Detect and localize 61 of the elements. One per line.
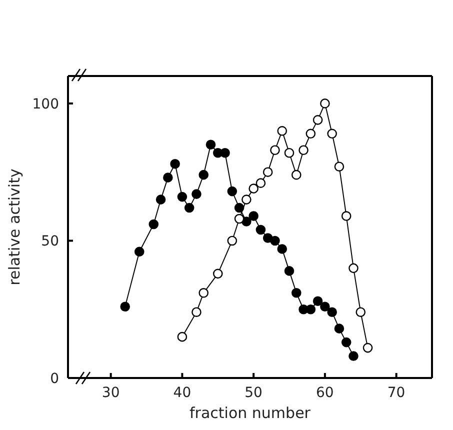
point (327, 128, 337, 139)
point (134, 246, 144, 257)
point (334, 162, 344, 172)
point (270, 145, 280, 156)
point (242, 194, 252, 204)
point (170, 158, 180, 169)
point (298, 145, 308, 156)
point (198, 170, 209, 180)
point (192, 189, 202, 199)
point (148, 219, 159, 230)
point (184, 202, 194, 213)
point (327, 307, 337, 318)
point (284, 266, 294, 276)
y-tick-label: 100 (32, 96, 59, 112)
point (156, 194, 166, 204)
point (177, 332, 188, 342)
point (220, 148, 230, 158)
point (198, 288, 209, 298)
point (277, 244, 288, 254)
point (341, 337, 352, 348)
point (262, 167, 273, 177)
point (234, 202, 244, 213)
point (177, 192, 188, 202)
point (306, 304, 316, 314)
point (277, 126, 288, 136)
x-tick-label: 40 (173, 384, 192, 401)
point (270, 236, 280, 246)
point (334, 324, 344, 334)
point (248, 211, 258, 221)
point (320, 302, 330, 312)
y-tick-label: 50 (41, 234, 59, 250)
point (248, 184, 258, 194)
point (120, 302, 130, 312)
point (284, 148, 294, 158)
point (192, 307, 202, 318)
point (312, 296, 323, 306)
point (348, 263, 358, 274)
point (256, 224, 266, 235)
point (227, 236, 238, 246)
x-axis-title: fraction number (190, 404, 312, 422)
x-tick-label: 70 (387, 384, 406, 401)
point (291, 170, 302, 180)
point (256, 178, 266, 188)
y-axis-title: relative activity (5, 168, 24, 286)
point (212, 268, 223, 279)
x-tick-label: 30 (102, 384, 120, 401)
x-tick-label: 60 (316, 384, 334, 401)
point (320, 98, 330, 108)
point (291, 288, 302, 298)
point (348, 351, 358, 361)
point (306, 128, 316, 139)
point (312, 115, 323, 125)
point (356, 307, 366, 318)
point (227, 186, 238, 196)
point (341, 211, 352, 221)
point (362, 342, 373, 353)
point (206, 140, 216, 150)
x-tick-label: 50 (244, 384, 262, 401)
point (163, 172, 173, 182)
y-tick-label: 0 (50, 370, 59, 387)
point (234, 214, 244, 224)
